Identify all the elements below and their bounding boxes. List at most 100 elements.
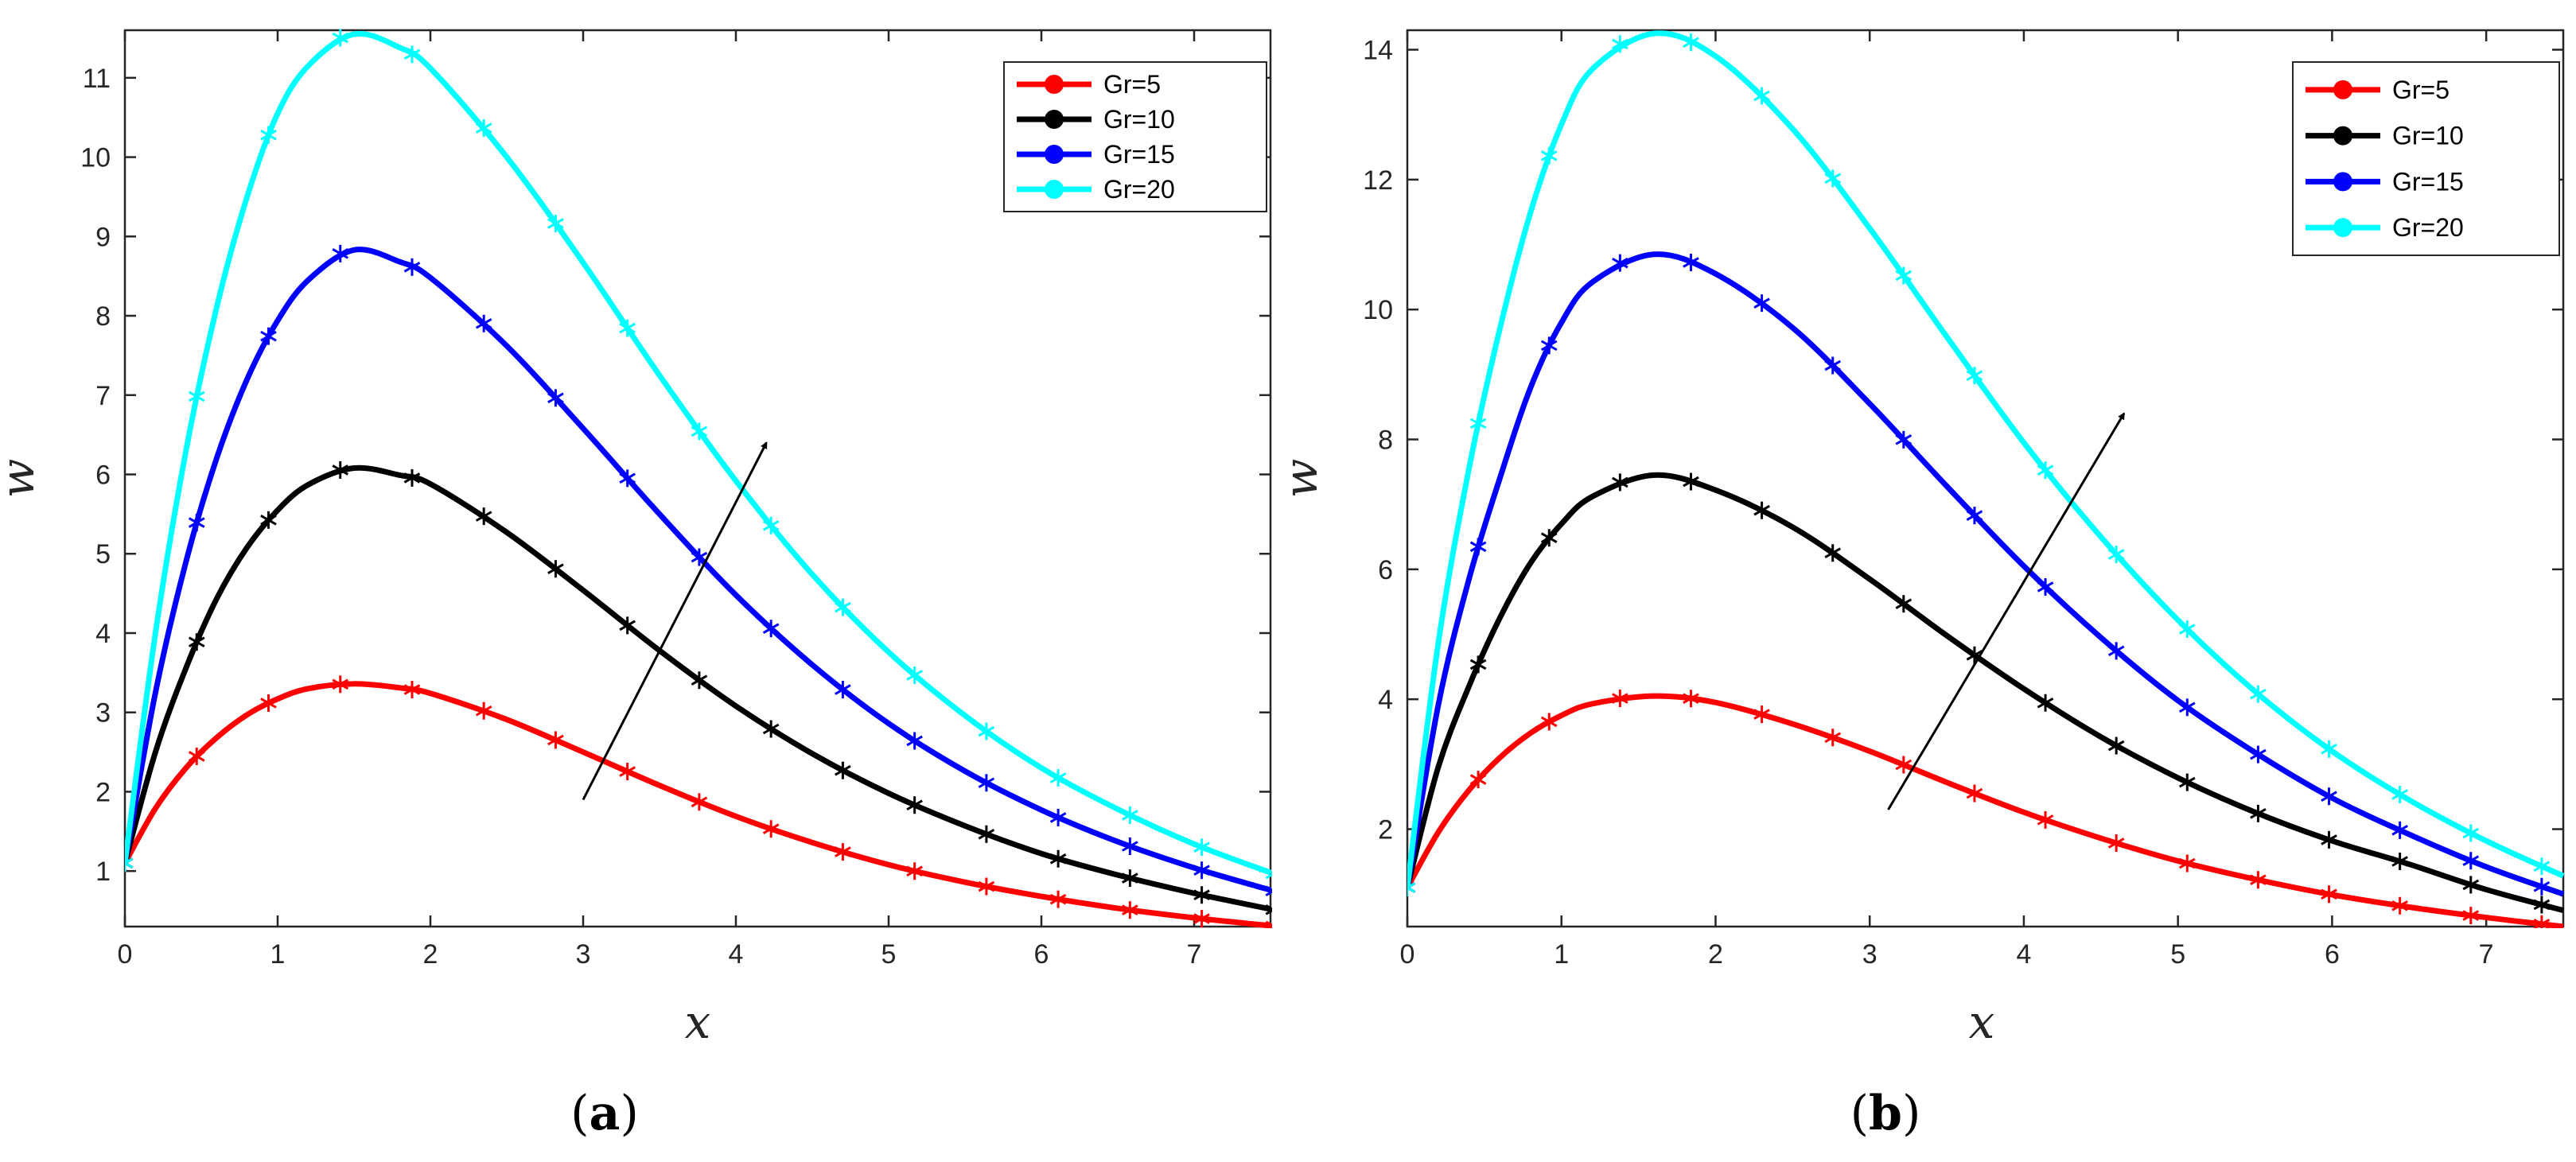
data-point xyxy=(1265,920,1272,928)
data-point xyxy=(1469,771,1487,789)
y-axis-label: w xyxy=(0,459,45,499)
data-point xyxy=(906,732,923,750)
legend-entry: Gr=15 xyxy=(1017,140,1175,169)
data-point xyxy=(475,701,492,720)
data-point xyxy=(1966,507,1983,525)
data-point xyxy=(403,468,421,487)
data-point xyxy=(403,45,421,64)
data-point xyxy=(547,214,564,232)
legend-label: Gr=15 xyxy=(1103,140,1175,169)
data-point xyxy=(547,731,564,749)
data-point xyxy=(1193,838,1210,857)
data-point xyxy=(2462,876,2480,894)
data-point xyxy=(1469,414,1487,433)
legend-entry: Gr=15 xyxy=(2306,167,2464,196)
data-point xyxy=(332,244,349,262)
data-point xyxy=(2178,698,2196,717)
y-tick-label: 4 xyxy=(1378,685,1393,715)
data-point xyxy=(188,387,205,406)
legend-entry: Gr=5 xyxy=(2306,76,2450,104)
y-tick-label: 6 xyxy=(95,461,111,491)
data-point xyxy=(2107,642,2125,660)
legend: Gr=5 Gr=10 Gr=15 Gr=20 xyxy=(1003,61,1267,212)
legend-label: Gr=10 xyxy=(2392,122,2464,150)
data-point xyxy=(1683,253,1699,271)
data-point xyxy=(1683,690,1699,708)
panel-label-b-letter: b xyxy=(1869,1086,1902,1141)
data-point xyxy=(978,877,995,896)
data-point xyxy=(1753,87,1770,105)
x-tick-label: 5 xyxy=(881,939,897,970)
data-point xyxy=(2107,546,2125,564)
data-point xyxy=(2462,907,2480,925)
series-Gr=20 xyxy=(125,29,1272,880)
series-Gr=5 xyxy=(125,675,1272,928)
data-point xyxy=(1753,501,1770,519)
data-point xyxy=(475,507,492,526)
trend-arrow xyxy=(1887,412,2126,810)
x-tick-label: 1 xyxy=(270,939,286,970)
legend-swatch-marker xyxy=(2333,218,2352,238)
data-point xyxy=(260,511,277,529)
data-point xyxy=(547,560,564,578)
legend: Gr=5 Gr=10 Gr=15 Gr=20 xyxy=(2292,61,2560,256)
data-point xyxy=(2533,877,2551,896)
data-point xyxy=(1824,729,1842,747)
data-point xyxy=(1966,367,1983,385)
chart-panel-a: 012345671234567891011xwGr=5Gr=10Gr=15Gr=… xyxy=(0,29,1272,1049)
legend-entry: Gr=10 xyxy=(2306,122,2464,150)
panel-label-a-open: ( xyxy=(570,1086,589,1141)
data-point xyxy=(762,620,780,638)
data-point xyxy=(619,469,636,488)
y-tick-label: 8 xyxy=(95,301,111,332)
data-point xyxy=(2037,694,2054,712)
data-point xyxy=(1049,890,1067,908)
data-point xyxy=(978,774,995,792)
panel-label-a-close: ) xyxy=(620,1086,638,1141)
data-point xyxy=(1966,784,1983,803)
y-tick-label: 2 xyxy=(1378,815,1393,845)
data-point xyxy=(1895,430,1913,449)
series-Gr=5 xyxy=(1407,690,2564,928)
series-Gr=10 xyxy=(125,461,1272,915)
data-point xyxy=(547,389,564,407)
x-axis-label: x xyxy=(685,995,711,1049)
y-axis-label: w xyxy=(1274,459,1328,499)
data-point xyxy=(1122,869,1138,888)
y-tick-label: 10 xyxy=(1363,295,1393,325)
panel-label-a-letter: a xyxy=(590,1086,621,1141)
series-line xyxy=(125,247,1271,893)
data-point xyxy=(619,763,636,781)
y-tick-label: 7 xyxy=(95,381,111,411)
x-tick-label: 3 xyxy=(1862,939,1878,970)
y-tick-label: 8 xyxy=(1378,426,1393,456)
data-point xyxy=(2391,896,2408,915)
data-point xyxy=(332,461,349,479)
legend-label: Gr=15 xyxy=(2392,167,2464,196)
data-point xyxy=(835,761,851,779)
data-point xyxy=(1824,544,1842,562)
data-point xyxy=(906,796,923,814)
y-tick-label: 3 xyxy=(95,698,111,729)
trend-arrow xyxy=(582,441,768,801)
y-tick-label: 14 xyxy=(1363,36,1393,66)
data-point xyxy=(1122,837,1138,855)
panel-label-a: (a) xyxy=(570,1086,639,1141)
y-tick-label: 6 xyxy=(1378,555,1393,585)
data-point xyxy=(2462,852,2480,870)
data-point xyxy=(1049,849,1067,868)
data-point xyxy=(403,681,421,699)
data-point xyxy=(1540,146,1558,165)
data-point xyxy=(1265,885,1272,897)
data-point xyxy=(619,616,636,635)
data-point xyxy=(2391,785,2408,803)
data-point xyxy=(1895,595,1913,613)
panel-label-b: (b) xyxy=(1850,1086,1921,1141)
data-point xyxy=(1265,904,1272,915)
x-tick-label: 2 xyxy=(423,939,438,970)
legend-swatch-marker xyxy=(1045,110,1064,129)
x-axis-label: x xyxy=(1969,995,1995,1049)
data-point xyxy=(835,843,851,861)
data-point xyxy=(2321,830,2337,849)
